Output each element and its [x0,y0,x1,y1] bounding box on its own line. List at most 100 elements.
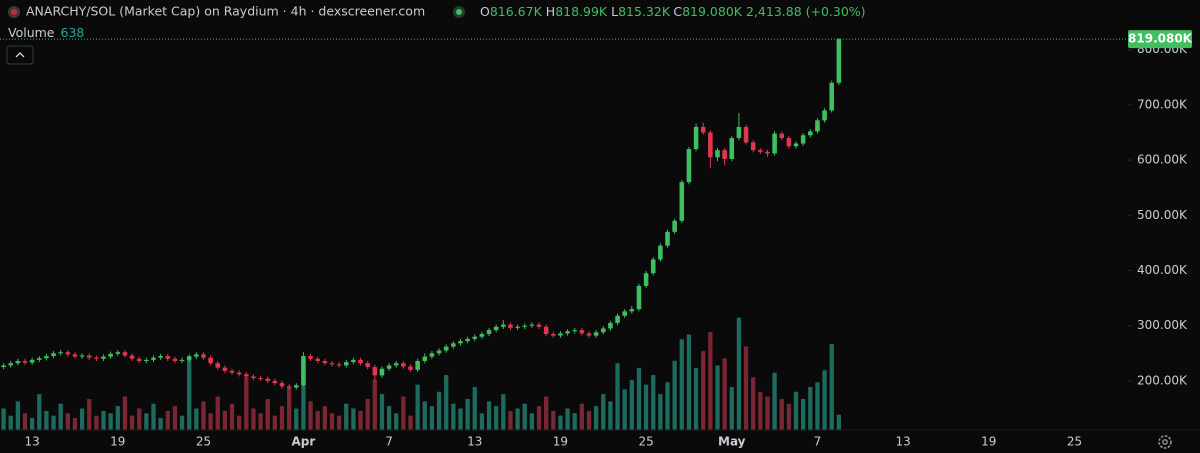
candle-body [265,378,271,381]
candle-body [543,326,549,334]
candle-body [86,355,92,358]
volume-bar [37,394,42,430]
x-tick-label: 7 [814,435,822,449]
volume-bar [251,408,256,430]
volume-bar [72,418,78,430]
volume-bar [401,396,406,430]
volume-bar [158,418,163,430]
volume-bar [593,406,599,430]
volume-bar [365,398,370,430]
candle-body [179,359,185,362]
candle-body [650,259,656,274]
candle-body [379,368,385,376]
candle-body [715,150,720,158]
volume-bar [529,413,535,430]
candle-body [72,354,78,357]
volume-bar [643,384,649,430]
settings-icon-center [1162,439,1168,445]
candle-body [236,372,242,375]
candle-body [829,82,835,111]
volume-bar [208,413,213,430]
candle-body [308,356,313,359]
volume-bar [144,413,149,430]
candle-body [679,182,685,221]
volume-bar [1,408,6,430]
volume-bar [679,339,684,430]
volume-bar [758,391,763,430]
candle-body [51,353,56,357]
volume-bar [29,418,35,430]
x-tick-label: 13 [24,435,39,449]
volume-bar [544,396,549,430]
candle-body [329,363,335,365]
candle-body [686,149,692,183]
volume-bar [801,398,806,430]
volume-bar [115,406,120,430]
volume-bar [351,408,356,430]
volume-bar [8,415,13,430]
volume-bar [122,396,128,430]
candle-body [144,359,149,362]
candle-body [222,367,228,371]
status-dot [456,9,462,15]
candle-body [372,367,378,376]
ohlc-value: 819.080K [682,4,743,19]
candle-body [808,131,813,136]
candle-body [44,356,49,359]
candle-body [229,370,235,373]
ohlc-value: 816.67K [490,4,543,19]
y-tick-label: 400.00K [1137,263,1188,277]
candle-body [251,376,256,379]
volume-bar [786,403,792,430]
ohlc-label: L [611,4,618,19]
candle-body [629,309,635,312]
candle-body [408,366,413,370]
candle-body [315,358,320,362]
volume-bar [429,406,435,430]
volume-bar [358,410,363,430]
candle-body [94,357,99,359]
candle-body [522,325,528,327]
candle-body [108,353,113,357]
candle-body [729,137,735,159]
settings-icon[interactable] [1158,435,1172,449]
volume-bar [715,365,720,430]
volume-bar [665,382,670,430]
candle-body [815,120,820,132]
candle-body [393,363,399,366]
candle-body [101,356,106,359]
candle-body [636,285,642,310]
volume-bar [558,415,563,430]
chart-title: ANARCHY/SOL (Market Cap) on Raydium · 4h… [26,4,425,19]
x-tick-label: 19 [981,435,996,449]
volume-bar [693,367,699,430]
ohlc-label: C [673,4,682,19]
candle-body [36,358,42,360]
volume-bar [608,401,613,430]
volume-bar [501,394,506,430]
change-value: 2,413.88 (+0.30%) [746,4,866,19]
y-tick-label: 700.00K [1137,97,1188,111]
volume-bar [79,408,85,430]
candle-body [322,361,328,364]
volume-bar [444,375,449,430]
volume-bar [465,398,470,430]
volume-bar [422,401,427,430]
volume-bar [379,394,385,430]
x-tick-label: May [718,435,746,449]
candle-body [472,336,478,339]
ohlc-label: H [546,4,555,19]
candle-body [122,352,128,356]
candle-body [758,150,763,152]
volume-bar [244,377,249,430]
volume-bar [793,391,799,430]
volume-bar [108,413,113,430]
candle-body [772,133,777,154]
candle-body [215,363,221,368]
x-tick-label: 13 [895,435,910,449]
collapse-button[interactable] [6,45,34,65]
volume-bar [372,379,377,430]
candle-body [258,378,263,380]
candle-body [386,365,392,369]
volume-bar [622,389,627,430]
